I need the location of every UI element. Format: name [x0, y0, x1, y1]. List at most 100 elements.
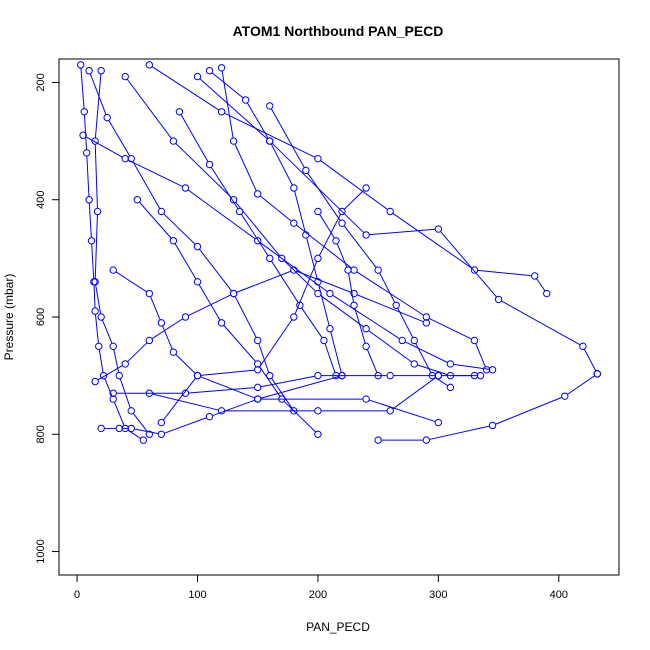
data-point — [530, 272, 539, 280]
data-point — [139, 436, 148, 444]
data-point — [93, 207, 102, 216]
series-19 — [91, 266, 431, 386]
data-point — [332, 237, 340, 245]
series-line-segment — [221, 70, 234, 139]
series-20 — [175, 108, 340, 380]
series-line-segment — [294, 190, 306, 232]
series-line-segment — [429, 425, 490, 440]
data-point — [97, 313, 105, 321]
series-line-segment — [162, 325, 173, 350]
data-point — [109, 342, 117, 351]
data-point — [76, 61, 85, 69]
data-point — [205, 412, 214, 421]
series-line-segment — [240, 213, 269, 256]
series-line-segment — [296, 224, 352, 269]
series-line-segment — [320, 295, 364, 328]
data-point — [109, 395, 117, 403]
data-point — [302, 166, 310, 175]
series-line-segment — [151, 318, 184, 340]
data-point — [97, 424, 105, 433]
data-point — [181, 389, 190, 397]
data-point — [374, 266, 382, 274]
series-13 — [109, 266, 443, 427]
data-point — [145, 389, 154, 397]
data-point — [99, 371, 108, 380]
series-line-segment — [132, 413, 148, 433]
y-tick-label: 400 — [35, 191, 47, 209]
series-line-segment — [199, 248, 233, 292]
data-point — [296, 301, 304, 309]
series-line-segment — [180, 114, 209, 163]
series-line-segment — [212, 399, 255, 417]
series-line-segment — [306, 237, 318, 279]
series-line-segment — [211, 72, 244, 99]
series-line-segment — [495, 396, 563, 425]
data-point — [434, 418, 443, 427]
data-point — [494, 295, 503, 304]
data-point — [386, 207, 394, 216]
data-point — [482, 366, 491, 374]
data-point — [488, 421, 497, 430]
data-point — [434, 225, 443, 233]
series-line-segment — [440, 231, 497, 298]
data-point — [121, 72, 129, 81]
series-7 — [145, 371, 443, 415]
data-point — [254, 360, 262, 368]
series-line-segment — [294, 261, 318, 315]
data-point — [241, 96, 250, 104]
series-4 — [145, 61, 551, 298]
series-5 — [193, 72, 602, 378]
series-line-segment — [356, 294, 424, 323]
data-point — [476, 371, 485, 380]
series-15 — [85, 67, 298, 415]
data-point — [169, 137, 178, 145]
series-line-segment — [139, 201, 172, 239]
x-tick-label: 100 — [188, 589, 206, 601]
series-line-segment — [224, 112, 316, 158]
data-point — [193, 371, 202, 380]
data-point — [422, 319, 431, 327]
series-line-segment — [567, 375, 595, 395]
series-line-segment — [162, 377, 196, 421]
data-point — [266, 102, 274, 110]
series-line-segment — [89, 73, 107, 115]
data-point — [386, 407, 394, 415]
data-point — [169, 348, 178, 356]
data-point — [205, 67, 214, 75]
series-line-segment — [93, 284, 96, 308]
series-line-segment — [98, 349, 104, 373]
data-point — [338, 207, 346, 216]
data-point — [115, 424, 123, 433]
series-line-segment — [127, 342, 148, 363]
data-point — [422, 436, 431, 444]
x-tick-label: 400 — [550, 589, 568, 601]
series-line-segment — [336, 243, 348, 268]
series-line-segment — [330, 331, 342, 373]
data-point — [95, 342, 103, 351]
series-line-segment — [200, 376, 255, 399]
series-line-segment — [86, 155, 90, 197]
data-point — [127, 407, 135, 415]
data-point — [127, 424, 135, 433]
data-point — [193, 278, 202, 286]
data-point — [157, 319, 166, 327]
series-line-segment — [343, 189, 365, 210]
series-line-segment — [307, 172, 341, 221]
series-line-segment — [150, 296, 161, 321]
data-point — [374, 371, 382, 380]
series-line-segment — [188, 387, 255, 394]
data-point — [374, 436, 382, 444]
data-point — [446, 383, 455, 392]
series-line-segment — [475, 343, 486, 368]
data-point — [87, 237, 96, 245]
x-axis-label: PAN_PECD — [306, 620, 370, 634]
series-8 — [374, 370, 602, 444]
series-line-segment — [368, 330, 412, 363]
data-point — [543, 289, 551, 298]
data-point — [175, 108, 184, 116]
series-line-segment — [83, 114, 88, 150]
series-line-segment — [80, 68, 85, 109]
data-point — [314, 407, 322, 415]
series-line-segment — [583, 348, 597, 372]
